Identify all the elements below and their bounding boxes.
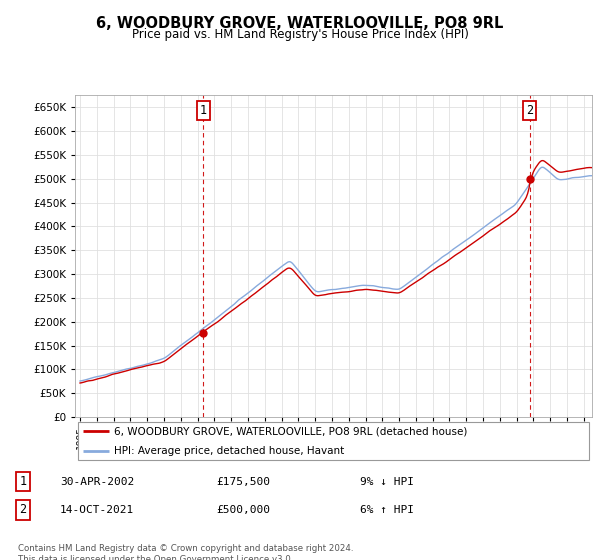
- Text: 14-OCT-2021: 14-OCT-2021: [60, 505, 134, 515]
- Text: 6, WOODBURY GROVE, WATERLOOVILLE, PO8 9RL (detached house): 6, WOODBURY GROVE, WATERLOOVILLE, PO8 9R…: [114, 426, 467, 436]
- Text: 9% ↓ HPI: 9% ↓ HPI: [360, 477, 414, 487]
- Text: 1: 1: [19, 475, 26, 488]
- Text: £500,000: £500,000: [216, 505, 270, 515]
- Text: 30-APR-2002: 30-APR-2002: [60, 477, 134, 487]
- FancyBboxPatch shape: [77, 422, 589, 460]
- Text: 2: 2: [526, 104, 533, 116]
- Text: 1: 1: [200, 104, 206, 116]
- Text: HPI: Average price, detached house, Havant: HPI: Average price, detached house, Hava…: [114, 446, 344, 456]
- Text: 6, WOODBURY GROVE, WATERLOOVILLE, PO8 9RL: 6, WOODBURY GROVE, WATERLOOVILLE, PO8 9R…: [97, 16, 503, 31]
- Text: 2: 2: [19, 503, 26, 516]
- Text: Contains HM Land Registry data © Crown copyright and database right 2024.
This d: Contains HM Land Registry data © Crown c…: [18, 544, 353, 560]
- Text: Price paid vs. HM Land Registry's House Price Index (HPI): Price paid vs. HM Land Registry's House …: [131, 28, 469, 41]
- Text: 6% ↑ HPI: 6% ↑ HPI: [360, 505, 414, 515]
- Text: £175,500: £175,500: [216, 477, 270, 487]
